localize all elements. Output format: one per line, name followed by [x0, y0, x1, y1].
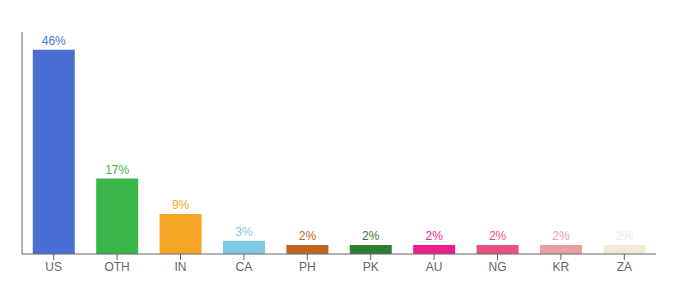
svg-text:46%: 46%	[42, 34, 66, 48]
svg-text:PH: PH	[299, 260, 316, 274]
svg-text:2%: 2%	[552, 229, 570, 243]
svg-text:KR: KR	[553, 260, 570, 274]
svg-text:IN: IN	[175, 260, 187, 274]
svg-text:US: US	[45, 260, 62, 274]
svg-text:2%: 2%	[616, 229, 634, 243]
svg-text:9%: 9%	[172, 198, 190, 212]
svg-text:PK: PK	[363, 260, 379, 274]
svg-text:17%: 17%	[105, 163, 129, 177]
svg-text:AU: AU	[426, 260, 443, 274]
svg-text:OTH: OTH	[104, 260, 129, 274]
svg-text:2%: 2%	[489, 229, 507, 243]
svg-text:NG: NG	[489, 260, 507, 274]
svg-text:3%: 3%	[235, 225, 253, 239]
svg-text:2%: 2%	[299, 229, 317, 243]
svg-text:CA: CA	[236, 260, 253, 274]
svg-text:2%: 2%	[362, 229, 380, 243]
svg-text:ZA: ZA	[617, 260, 632, 274]
svg-text:2%: 2%	[426, 229, 444, 243]
